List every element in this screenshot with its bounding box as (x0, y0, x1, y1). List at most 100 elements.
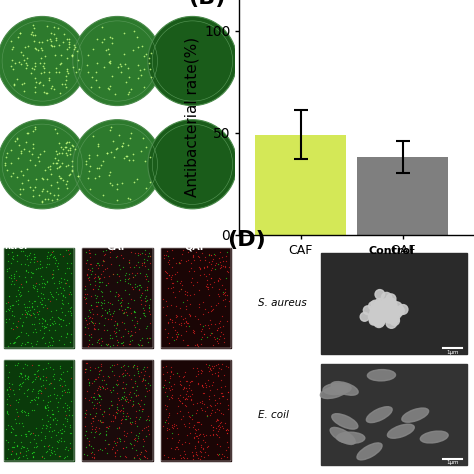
Point (33, 79, 40, 86)
Point (111, 317, 119, 325)
Point (205, 364, 212, 371)
Point (18, 407, 26, 414)
Point (207, 365, 214, 373)
Point (199, 406, 206, 414)
Point (46, 35, 54, 43)
Point (15, 272, 23, 280)
Point (115, 132, 122, 139)
Point (219, 392, 227, 400)
Point (136, 269, 144, 277)
Point (17, 260, 25, 267)
Point (126, 391, 133, 398)
Point (18, 247, 25, 255)
Point (21, 372, 29, 379)
Point (216, 274, 223, 282)
Point (55, 149, 63, 157)
Point (140, 259, 147, 266)
Point (62, 139, 69, 146)
Point (71, 41, 78, 49)
Point (168, 434, 176, 442)
Point (196, 398, 203, 406)
Point (131, 371, 138, 379)
Point (51, 253, 58, 260)
Point (58, 304, 65, 312)
Point (206, 331, 213, 338)
Point (82, 294, 90, 302)
Point (28, 151, 36, 158)
Point (88, 340, 96, 347)
Point (18, 81, 26, 88)
Point (98, 299, 106, 307)
Point (118, 406, 125, 414)
Point (37, 428, 45, 436)
Point (49, 410, 57, 418)
Point (3, 455, 11, 462)
Point (117, 302, 125, 310)
Point (59, 316, 66, 324)
Point (23, 61, 30, 69)
Point (194, 434, 201, 441)
Point (50, 30, 58, 38)
Point (58, 296, 65, 304)
Point (89, 319, 97, 327)
Text: QAF: QAF (158, 9, 180, 19)
Point (144, 387, 151, 395)
Point (56, 394, 64, 402)
Point (166, 315, 174, 323)
Point (67, 330, 75, 337)
Point (62, 149, 69, 157)
Point (141, 157, 148, 164)
Point (216, 399, 223, 407)
Point (117, 299, 125, 306)
Point (211, 251, 219, 258)
Point (36, 374, 44, 382)
Point (194, 370, 202, 378)
Point (106, 299, 114, 307)
Circle shape (386, 318, 397, 328)
Point (140, 260, 147, 267)
Point (3, 386, 11, 393)
Point (118, 384, 126, 392)
Point (62, 163, 70, 170)
Point (74, 56, 82, 64)
Point (49, 293, 57, 301)
Point (46, 315, 54, 323)
Point (109, 270, 117, 278)
Point (91, 401, 98, 409)
Point (16, 449, 24, 457)
Point (104, 341, 111, 348)
Point (221, 263, 229, 270)
Point (103, 384, 110, 392)
Point (165, 378, 173, 386)
Point (127, 420, 135, 428)
Point (53, 417, 61, 424)
Point (64, 151, 71, 159)
Point (103, 449, 111, 456)
Point (208, 362, 216, 370)
Point (182, 385, 190, 392)
Point (29, 192, 37, 200)
Point (91, 292, 99, 299)
Point (25, 427, 33, 435)
Point (141, 246, 148, 254)
Point (53, 284, 61, 292)
Point (83, 62, 91, 69)
Point (99, 191, 107, 199)
Point (119, 369, 127, 377)
Point (204, 451, 211, 458)
Point (174, 402, 182, 410)
Point (47, 433, 55, 441)
Point (65, 38, 73, 46)
Point (73, 68, 80, 76)
Point (222, 289, 229, 296)
Point (14, 33, 22, 41)
Point (55, 139, 63, 146)
Point (30, 320, 37, 328)
Point (112, 381, 119, 388)
Point (164, 318, 172, 326)
Point (39, 315, 47, 323)
Point (36, 299, 44, 306)
Point (197, 340, 205, 347)
Point (94, 260, 102, 267)
Point (108, 398, 115, 405)
